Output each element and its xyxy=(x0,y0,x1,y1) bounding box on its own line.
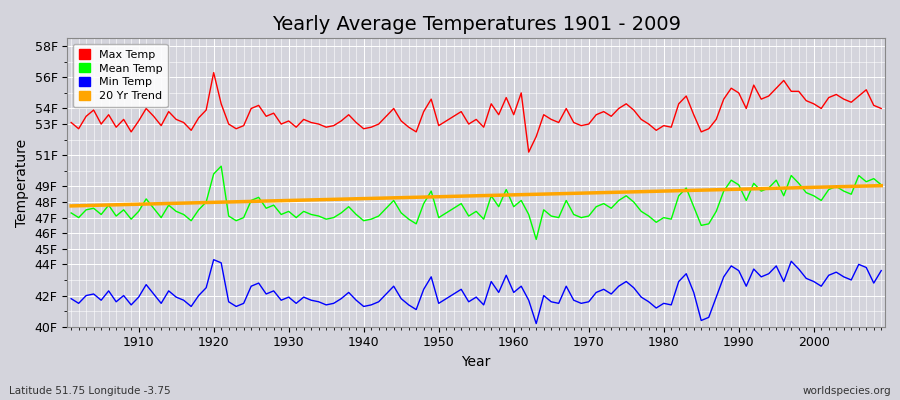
Legend: Max Temp, Mean Temp, Min Temp, 20 Yr Trend: Max Temp, Mean Temp, Min Temp, 20 Yr Tre… xyxy=(73,44,167,107)
Y-axis label: Temperature: Temperature xyxy=(15,138,29,226)
Text: worldspecies.org: worldspecies.org xyxy=(803,386,891,396)
Title: Yearly Average Temperatures 1901 - 2009: Yearly Average Temperatures 1901 - 2009 xyxy=(272,15,680,34)
X-axis label: Year: Year xyxy=(462,355,490,369)
Text: Latitude 51.75 Longitude -3.75: Latitude 51.75 Longitude -3.75 xyxy=(9,386,171,396)
